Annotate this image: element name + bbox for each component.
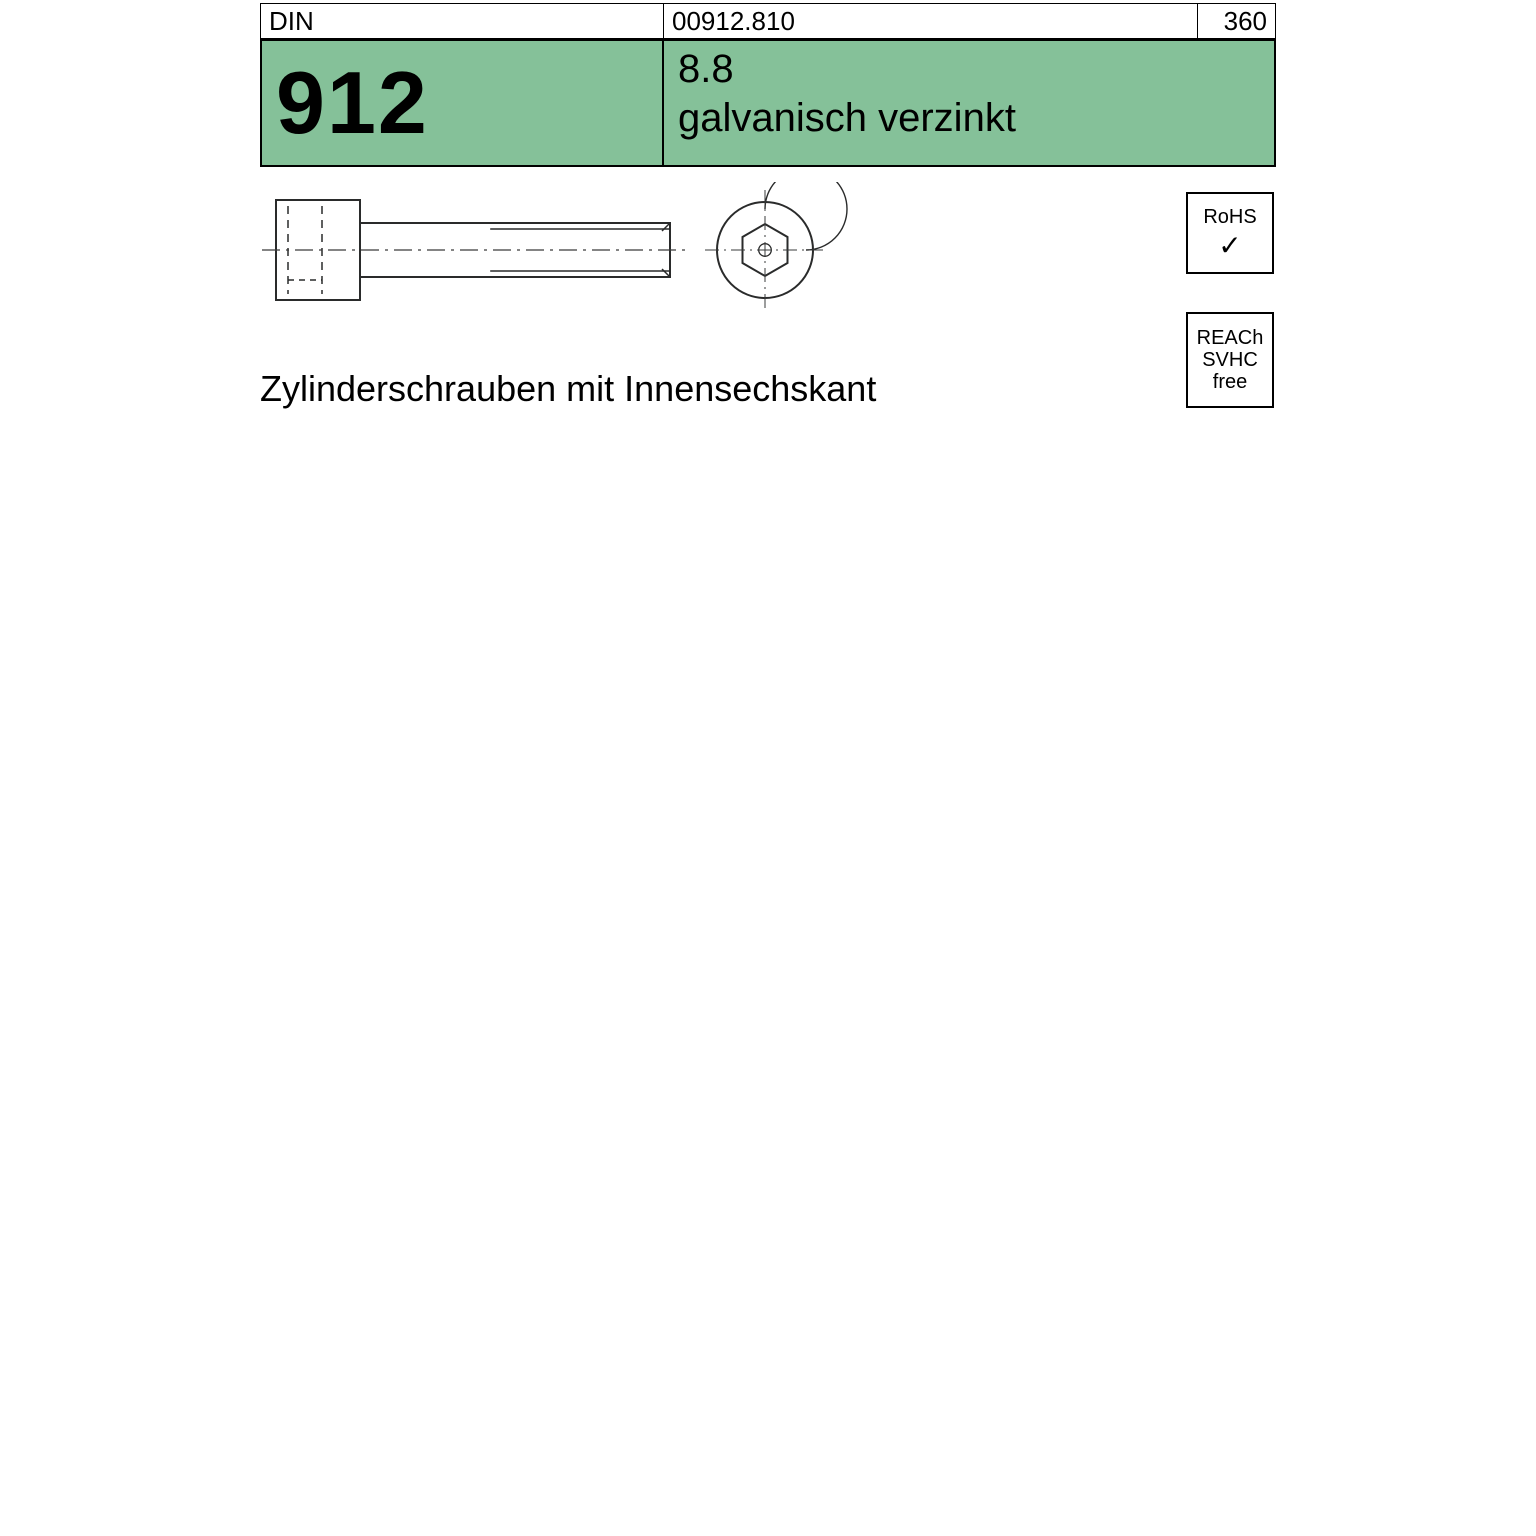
spec-band: 912 8.8 galvanisch verzinkt — [260, 39, 1276, 167]
check-icon: ✓ — [1218, 232, 1241, 260]
reach-badge: REACh SVHC free — [1186, 312, 1274, 408]
reach-line2: SVHC — [1202, 349, 1258, 371]
screw-svg — [260, 182, 1010, 342]
header-row: DIN 00912.810 360 — [260, 3, 1276, 39]
reach-line3: free — [1213, 371, 1247, 393]
spec-band-left: 912 — [262, 41, 664, 165]
screw-diagram — [260, 182, 1010, 342]
din-number: 912 — [276, 52, 429, 154]
rohs-badge: RoHS ✓ — [1186, 192, 1274, 274]
header-code: 00912.810 — [664, 3, 1198, 39]
surface-finish: galvanisch verzinkt — [678, 96, 1264, 141]
spec-band-right: 8.8 galvanisch verzinkt — [664, 41, 1274, 165]
reach-line1: REACh — [1197, 327, 1264, 349]
product-title: Zylinderschrauben mit Innensechskant — [260, 368, 876, 410]
rohs-label: RoHS — [1203, 206, 1256, 228]
header-page: 360 — [1198, 3, 1276, 39]
header-din-label: DIN — [260, 3, 664, 39]
strength-grade: 8.8 — [678, 47, 1264, 92]
